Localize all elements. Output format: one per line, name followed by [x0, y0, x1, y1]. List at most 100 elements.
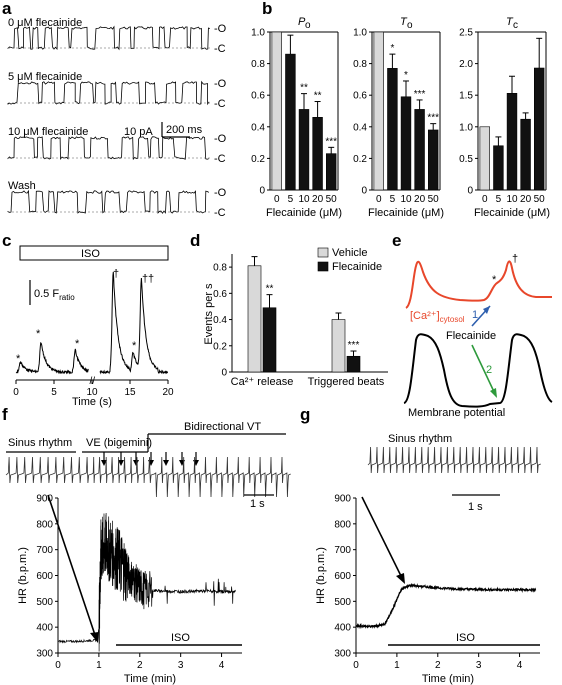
g-ytick-label-5: 800 — [334, 519, 351, 530]
scale-current-label: 10 pA — [124, 126, 153, 138]
b-ytick-label-0-3: 0.6 — [251, 91, 265, 102]
b-ytick-label-2-3: 1.5 — [459, 91, 473, 102]
b-xtick-label-2-4: 50 — [534, 194, 546, 205]
b-sig-1-3: *** — [414, 89, 426, 100]
arrow-1-head — [483, 306, 490, 314]
g-ytick-label-0: 300 — [334, 649, 351, 660]
d-xtick-label-1: Triggered beats — [308, 376, 385, 388]
g-rhythm: Sinus rhythm — [388, 433, 452, 445]
g-xtick-label-0: 0 — [353, 660, 359, 671]
dagger-2: † — [148, 273, 154, 285]
b-xtick-label-0-2: 10 — [298, 194, 310, 205]
open-level-label-2: -O — [214, 133, 227, 145]
b-xtick-label-1-3: 20 — [414, 194, 426, 205]
b-ytick-label-2-4: 2.0 — [459, 59, 473, 70]
b-chart-title-sub-0: o — [305, 20, 311, 31]
c-axis-break: // — [90, 376, 96, 387]
f-hr-line — [57, 512, 236, 652]
b-ytick-label-2-0: 0 — [467, 186, 473, 197]
g-scale-label: 1 s — [468, 501, 483, 513]
calcium-trace — [15, 271, 169, 375]
f-ytick-label-3: 600 — [36, 571, 53, 582]
b-bar-1-3 — [414, 109, 425, 191]
g-ytick-label-6: 900 — [334, 494, 351, 505]
f-iso-label: ISO — [171, 632, 190, 644]
b-xtick-label-1-0: 0 — [376, 194, 382, 205]
rhythm-sinus: Sinus rhythm — [8, 437, 72, 449]
b-xtick-label-1-1: 5 — [390, 194, 396, 205]
b-chart-title-1: T — [400, 16, 408, 28]
b-bar-0-1 — [285, 53, 296, 191]
b-bar-2-1 — [493, 145, 504, 191]
b-xlabel-2: Flecainide (μM) — [474, 207, 550, 219]
closed-level-label-1: -C — [214, 98, 226, 110]
f-ytick-label-6: 900 — [36, 494, 53, 505]
b-xlabel-0: Flecainide (μM) — [266, 207, 342, 219]
f-xlabel: Time (min) — [124, 673, 176, 685]
ca-cytosol-label: [Ca²⁺]cytosol — [410, 310, 465, 324]
channel-trace-3 — [7, 189, 210, 214]
b-bar-0-3 — [312, 117, 323, 191]
b-bar-2-3 — [520, 118, 531, 191]
panel-d: 0 0.2 0.4 0.6 0.8 Events per s ** Ca²⁺ release *… — [203, 247, 388, 388]
ecg-trace-f — [5, 456, 291, 498]
open-level-label-3: -O — [214, 187, 227, 199]
panel-label-b: b — [262, 0, 272, 18]
b-ytick-label-2-1: 0.5 — [459, 154, 473, 165]
f-ytick-label-2: 500 — [36, 597, 53, 608]
action-potential — [403, 333, 553, 408]
b-xtick-label-2-3: 20 — [520, 194, 532, 205]
b-xtick-label-1-4: 50 — [428, 194, 440, 205]
ve-arrowhead-4 — [163, 460, 169, 466]
b-ytick-label-0-5: 1.0 — [251, 28, 265, 39]
b-bar-1-2 — [400, 96, 412, 191]
b-ytick-label-0-0: 0 — [259, 186, 265, 197]
e-dagger: † — [512, 253, 518, 265]
scale-time-label: 200 ms — [166, 124, 203, 136]
ve-arrowhead-2 — [133, 460, 139, 466]
star-1: * — [36, 328, 41, 340]
f-ytick-label-1: 400 — [36, 623, 53, 634]
panel-label-g: g — [300, 405, 310, 424]
legend-label-flecainide: Flecainide — [332, 261, 382, 273]
panel-f: Sinus rhythm VE (bigemini) Bidirectional… — [5, 421, 291, 643]
panel-e: [Ca²⁺]cytosol Flecainide 1 2 * † Membran… — [403, 253, 553, 419]
f-xtick-label-3: 3 — [178, 660, 184, 671]
f-ytick-label-0: 300 — [36, 649, 53, 660]
d-ytick-label-2: 0.4 — [213, 315, 227, 326]
b-bar-1-0 — [373, 31, 384, 191]
d-ytick-label-4: 0.8 — [213, 263, 227, 274]
g-ylabel: HR (b.p.m.) — [315, 547, 327, 604]
b-chart-title-sub-1: o — [407, 20, 413, 31]
e-star: * — [492, 274, 497, 286]
b-bar-2-0 — [479, 126, 490, 191]
legend-label-vehicle: Vehicle — [332, 247, 367, 259]
d-xtick-label-0: Ca²⁺ release — [231, 376, 294, 388]
b-bar-0-4 — [326, 153, 337, 191]
open-level-label-0: -O — [214, 23, 227, 35]
ve-arrowhead-1 — [118, 460, 124, 466]
d-ytick-label-0: 0 — [221, 368, 227, 379]
f-xtick-label-1: 1 — [96, 660, 102, 671]
b-xtick-label-2-0: 0 — [482, 194, 488, 205]
trace-label-2: 10 μM flecainide — [8, 126, 88, 138]
b-sig-0-3: ** — [314, 91, 322, 102]
ecg-trace-g — [367, 446, 541, 474]
panel-label-c: c — [2, 231, 11, 250]
b-ytick-label-1-1: 0.2 — [353, 154, 367, 165]
iso-bar — [19, 245, 169, 261]
panel-label-a: a — [2, 0, 12, 18]
f-xtick-label-4: 4 — [219, 660, 225, 671]
b-xtick-label-0-1: 5 — [288, 194, 294, 205]
b-ytick-label-1-3: 0.6 — [353, 91, 367, 102]
b-bar-2-2 — [506, 93, 518, 191]
calcium-transient — [405, 260, 552, 309]
arrow-2-label: 2 — [486, 364, 492, 376]
panel-c: ISO 0.5 Fratio 0 5 10 15 20 // Time (s) * * *… — [13, 245, 174, 408]
c-xtick-label-3: 15 — [124, 387, 136, 398]
b-ytick-label-1-2: 0.4 — [353, 122, 367, 133]
b-sig-1-1: * — [390, 43, 394, 54]
channel-trace-0 — [7, 25, 211, 51]
b-bar-0-2 — [298, 109, 310, 191]
